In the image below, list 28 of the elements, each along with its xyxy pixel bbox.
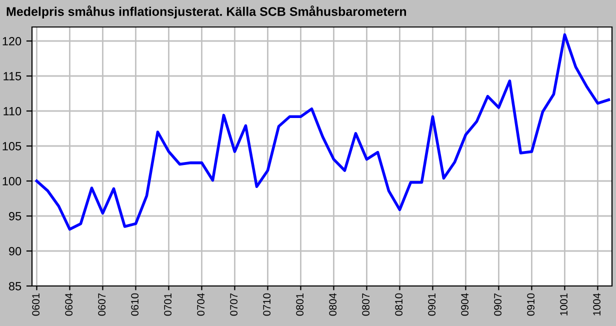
x-tick-label: 0704 [197, 293, 205, 316]
x-tick-label: 1001 [560, 293, 568, 316]
y-tick-label: 95 [9, 212, 22, 220]
x-tick-label: 0710 [263, 293, 271, 316]
line-series [35, 33, 610, 231]
x-tick-label: 0607 [98, 293, 106, 316]
y-tick-label: 110 [4, 107, 22, 116]
x-tick-label: 0907 [494, 293, 502, 316]
x-tick-label: 0610 [131, 293, 139, 316]
x-tick-label: 0801 [296, 293, 304, 316]
x-tick-label: 0810 [395, 293, 403, 316]
x-tick-label: 0910 [527, 293, 534, 316]
x-tick-label: 1004 [593, 293, 600, 316]
x-tick-label: 0707 [230, 293, 238, 316]
x-tick-label: 0601 [32, 293, 40, 316]
x-tick-label: 0701 [164, 293, 172, 316]
x-tick-label: 0804 [329, 293, 337, 316]
x-tick-label: 0904 [461, 293, 469, 316]
y-tick-label: 115 [4, 72, 22, 80]
y-tick-label: 105 [2, 142, 22, 150]
y-tick-label: 90 [9, 247, 22, 256]
x-tick-label: 0604 [65, 293, 73, 316]
x-tick-label: 0901 [428, 293, 436, 316]
y-tick-label: 100 [2, 177, 22, 186]
chart-title: Medelpris småhus inflationsjusterat. Källa SCB Småhusbarometern [6, 6, 406, 18]
x-tick-label: 0807 [362, 293, 370, 316]
y-tick-label: 85 [8, 282, 22, 290]
y-tick-label: 120 [2, 37, 22, 46]
